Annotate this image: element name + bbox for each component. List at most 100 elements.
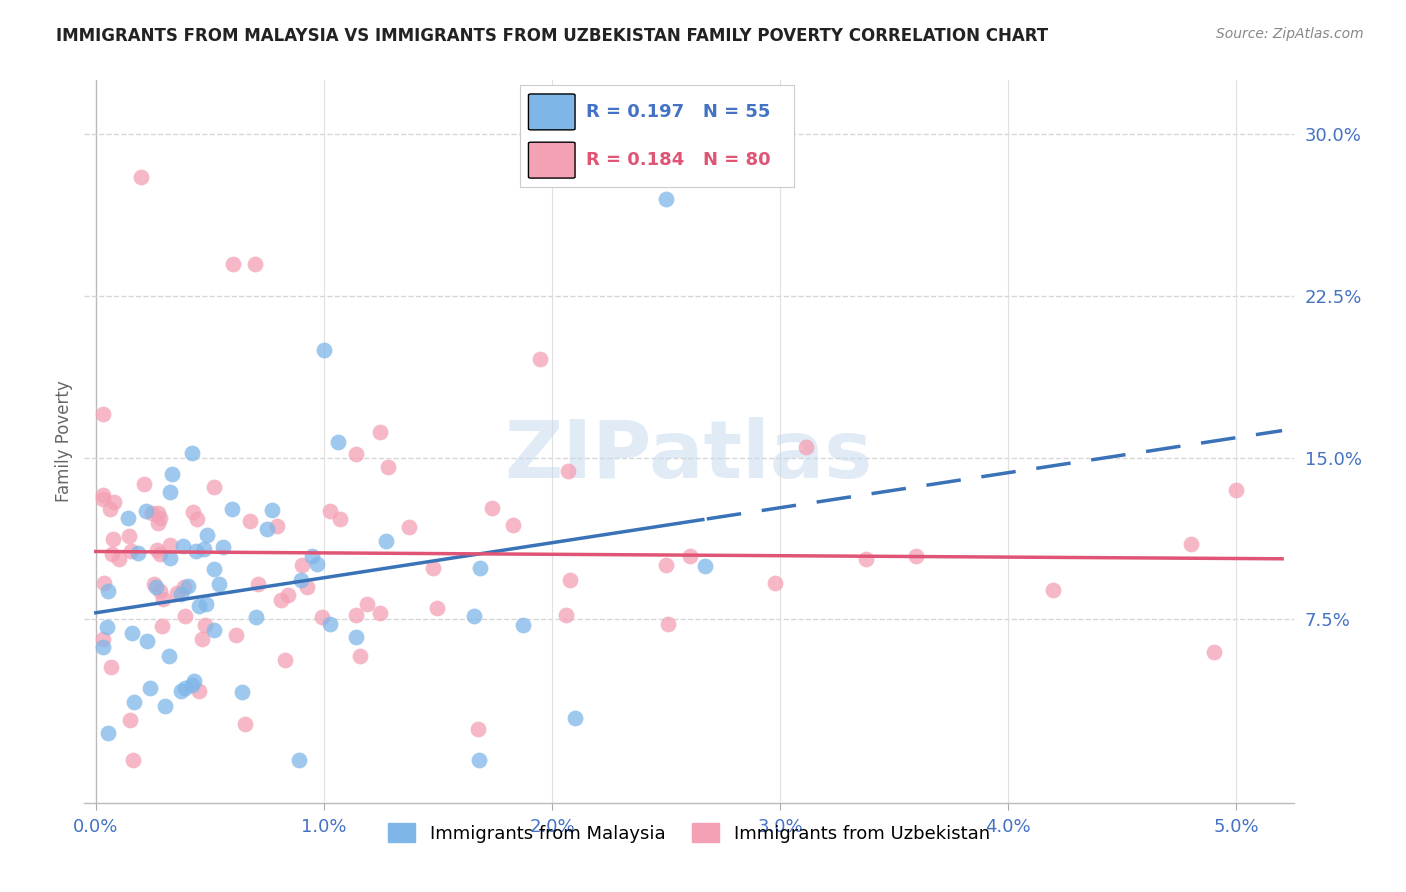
Point [558, 573, 581, 587]
Point [277, 589, 299, 603]
Point [91, 640, 114, 654]
Point [422, 561, 444, 575]
Point [344, 447, 367, 461]
Point [554, 607, 576, 622]
FancyBboxPatch shape [529, 142, 575, 178]
Point [1202, 645, 1225, 659]
Point [274, 653, 297, 667]
Text: ZIPatlas: ZIPatlas [505, 417, 873, 495]
Point [221, 502, 243, 516]
Point [146, 506, 169, 520]
Point [118, 713, 141, 727]
Point [266, 519, 288, 533]
Point [195, 528, 218, 542]
Point [291, 558, 314, 572]
Point [349, 648, 371, 663]
Point [118, 529, 141, 543]
Point [180, 678, 202, 692]
Point [183, 674, 205, 689]
Point [91, 407, 114, 421]
Point [502, 517, 524, 532]
Point [344, 608, 367, 623]
Point [375, 534, 398, 549]
Point [155, 698, 177, 713]
Point [245, 609, 267, 624]
Point [297, 580, 319, 594]
Point [467, 722, 489, 736]
Text: R = 0.197   N = 55: R = 0.197 N = 55 [586, 103, 770, 121]
Point [172, 539, 194, 553]
Point [356, 597, 378, 611]
Point [290, 573, 312, 587]
Point [319, 504, 342, 518]
Point [1180, 537, 1202, 551]
Point [170, 587, 193, 601]
Point [188, 684, 211, 698]
Point [135, 503, 157, 517]
Point [141, 506, 163, 520]
Point [149, 547, 172, 561]
Point [468, 753, 491, 767]
Point [91, 491, 114, 506]
Point [166, 585, 188, 599]
Point [202, 561, 225, 575]
Point [233, 716, 256, 731]
Point [191, 632, 214, 646]
Point [1042, 582, 1064, 597]
Point [344, 630, 367, 644]
Point [159, 484, 181, 499]
Point [328, 512, 350, 526]
Point [221, 257, 243, 271]
Point [132, 477, 155, 491]
Point [463, 609, 485, 624]
Point [159, 550, 181, 565]
Point [145, 580, 167, 594]
Point [96, 620, 118, 634]
Point [695, 558, 717, 573]
Point [655, 192, 678, 206]
Point [194, 618, 217, 632]
Point [481, 501, 503, 516]
Point [318, 616, 340, 631]
Point [247, 577, 270, 591]
Point [193, 541, 215, 556]
Point [377, 459, 399, 474]
Point [177, 579, 200, 593]
Point [101, 533, 124, 547]
Point [181, 505, 204, 519]
Point [654, 558, 676, 572]
Point [186, 511, 208, 525]
Text: Source: ZipAtlas.com: Source: ZipAtlas.com [1216, 27, 1364, 41]
Point [98, 502, 121, 516]
Point [143, 577, 166, 591]
Point [122, 753, 145, 767]
Point [326, 434, 349, 449]
Point [91, 632, 114, 646]
Point [173, 580, 195, 594]
Point [225, 628, 247, 642]
Point [287, 753, 309, 767]
Point [97, 726, 120, 740]
Text: IMMIGRANTS FROM MALAYSIA VS IMMIGRANTS FROM UZBEKISTAN FAMILY POVERTY CORRELATIO: IMMIGRANTS FROM MALAYSIA VS IMMIGRANTS F… [56, 27, 1049, 45]
Point [211, 540, 233, 554]
Point [270, 593, 292, 607]
Point [152, 591, 174, 606]
Point [136, 634, 159, 648]
Point [97, 584, 120, 599]
FancyBboxPatch shape [529, 94, 575, 130]
Point [512, 618, 534, 632]
Point [312, 343, 335, 357]
Point [93, 575, 115, 590]
Point [679, 549, 702, 563]
Point [557, 464, 579, 478]
Text: R = 0.184   N = 80: R = 0.184 N = 80 [586, 151, 770, 169]
Point [195, 597, 218, 611]
Point [174, 609, 197, 624]
Point [311, 610, 333, 624]
Point [146, 542, 169, 557]
Point [101, 547, 124, 561]
Point [131, 170, 153, 185]
Point [188, 599, 211, 613]
Point [763, 575, 786, 590]
Point [262, 503, 284, 517]
